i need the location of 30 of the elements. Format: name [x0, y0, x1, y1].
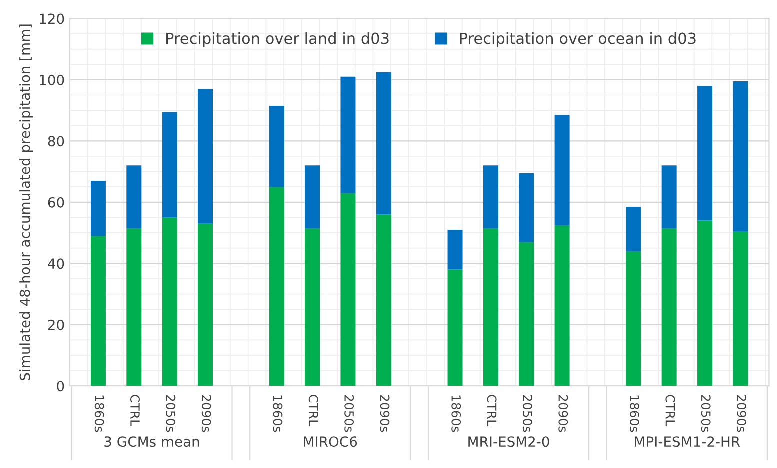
x-tick-label: 1860s: [452, 396, 462, 432]
y-tick-label: 60: [48, 197, 64, 208]
x-tick-label: CTRL: [487, 395, 497, 426]
x-tick-label: 2090s: [380, 395, 390, 432]
y-tick-label: 80: [48, 136, 64, 147]
y-tick-label: 0: [57, 381, 64, 392]
text: MPI-ESM1-2-HR: [635, 436, 740, 448]
y-tick-label: 20: [48, 320, 64, 330]
x-tick-label: 1860s: [94, 396, 104, 432]
y-tick-label: 100: [40, 74, 64, 86]
x-tick-label: 2050s: [522, 395, 532, 432]
y-tick-label: 120: [40, 14, 64, 24]
x-tick-label: 2050s: [701, 395, 711, 432]
x-tick-label: 2050s: [166, 395, 176, 432]
x-tick-label: 1860s: [630, 396, 640, 432]
y-tick-label: 40: [48, 258, 64, 270]
x-tick-label: CTRL: [130, 395, 140, 426]
x-tick-label: 2050s: [344, 395, 354, 432]
x-tick-label: 2090s: [737, 395, 747, 432]
x-tick-label: 2090s: [558, 395, 568, 432]
legend-label: Precipitation over ocean in d03: [460, 32, 696, 48]
x-tick-label: CTRL: [666, 395, 676, 426]
text: 3 GCMs mean: [104, 436, 200, 448]
x-tick-label: 2090s: [202, 395, 212, 432]
x-tick-label: 1860s: [273, 396, 283, 432]
text: MIROC6: [304, 436, 358, 448]
text: MRI-ESM2-0: [468, 436, 550, 448]
legend-label: Precipitation over land in d03: [166, 32, 389, 48]
y-axis-title: Simulated 48-hour accumulated precipitation [mm]: [20, 24, 34, 380]
x-tick-label: CTRL: [308, 395, 318, 426]
